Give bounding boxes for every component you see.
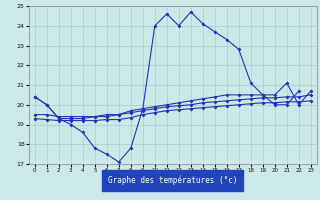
X-axis label: Graphe des températures (°c): Graphe des températures (°c)	[108, 176, 237, 185]
